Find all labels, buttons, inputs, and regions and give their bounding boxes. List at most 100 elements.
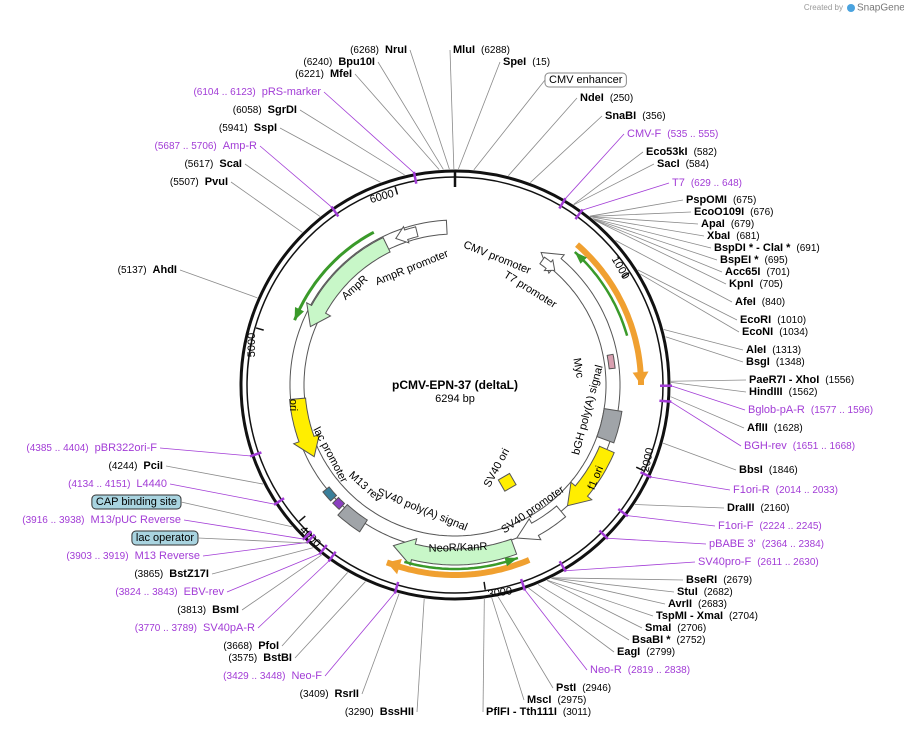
label-name: L4440 xyxy=(136,478,167,490)
site-label: SacI (584) xyxy=(657,158,709,170)
label-name: ScaI xyxy=(219,158,242,170)
site-label: (6268) NruI xyxy=(350,44,407,56)
ampr-primer-line-head xyxy=(294,307,304,321)
label-name: ApaI xyxy=(701,218,725,230)
site-leader xyxy=(279,127,381,183)
site-leader xyxy=(458,61,501,170)
site-leader xyxy=(179,269,258,299)
label-name: Neo-R xyxy=(590,664,622,676)
label-name: SspI xyxy=(254,122,277,134)
primer-leader xyxy=(159,447,252,457)
label-name: BsaBI * xyxy=(632,634,671,646)
primer-leader xyxy=(565,561,696,572)
feature-label: NeoR/KanR xyxy=(428,541,487,555)
site-label: (6240) Bpu10I xyxy=(303,56,375,68)
site-leader xyxy=(552,577,684,581)
sv40-ori-mark xyxy=(497,472,517,492)
label-position: (2706) xyxy=(677,623,706,634)
primer-leader xyxy=(226,553,321,593)
label-name: AvrII xyxy=(668,598,692,610)
label-name: EagI xyxy=(617,646,640,658)
label-position: (1577 .. 1596) xyxy=(811,405,873,416)
site-label: (3290) BssHII xyxy=(345,706,414,718)
feature-label: Myc xyxy=(570,357,585,379)
label-position: (691) xyxy=(796,243,819,254)
site-label: AvrII (2683) xyxy=(668,598,727,610)
primer-site-mark xyxy=(659,399,672,403)
label-position: (5617) xyxy=(184,159,213,170)
site-label: (3409) RsrII xyxy=(300,688,359,700)
label-position: (2799) xyxy=(646,647,675,658)
primer-label: SV40pro-F (2611 .. 2630) xyxy=(698,556,819,568)
site-leader xyxy=(589,199,684,217)
label-position: (1846) xyxy=(769,465,798,476)
label-position: (3429 .. 3448) xyxy=(223,671,285,682)
site-leader xyxy=(537,584,630,641)
label-position: (3903 .. 3919) xyxy=(66,551,128,562)
label-position: (3011) xyxy=(563,707,591,718)
primer-site-mark xyxy=(558,197,567,210)
site-leader xyxy=(449,49,455,170)
site-leader xyxy=(281,572,348,647)
label-name: SpeI xyxy=(503,56,526,68)
site-label: KpnI (705) xyxy=(729,278,783,290)
site-label: (3668) PfoI xyxy=(223,640,279,652)
site-leader xyxy=(637,269,738,321)
site-label: DraIII (2160) xyxy=(727,502,789,514)
primer-label: (4385 .. 4404) pBR322ori-F xyxy=(26,442,157,454)
site-label: PaeR7I - XhoI (1556) xyxy=(749,374,854,386)
primer-label: CMV-F (535 .. 555) xyxy=(627,128,718,140)
label-position: (3409) xyxy=(300,689,329,700)
label-position: (6058) xyxy=(233,105,262,116)
ampr-arrow xyxy=(306,236,391,328)
site-leader xyxy=(482,598,485,713)
site-label: ApaI (679) xyxy=(701,218,754,230)
site-label: AflII (1628) xyxy=(747,422,803,434)
label-position: (5507) xyxy=(170,177,199,188)
primer-label: (3903 .. 3919) M13 Reverse xyxy=(66,550,200,562)
label-position: (2682) xyxy=(704,587,733,598)
site-label: XbaI (681) xyxy=(707,230,760,242)
site-label: (6058) SgrDI xyxy=(233,104,297,116)
label-position: (2704) xyxy=(729,611,758,622)
label-position: (3770 .. 3789) xyxy=(135,623,197,634)
label-name: MfeI xyxy=(330,68,352,80)
label-position: (5941) xyxy=(219,123,248,134)
label-position: (2975) xyxy=(557,695,586,706)
primer-leader xyxy=(183,519,304,540)
label-name: AleI xyxy=(746,344,766,356)
tick-mark xyxy=(394,186,399,195)
label-name: EcoO109I xyxy=(694,206,744,218)
site-label: BseRI (2679) xyxy=(686,574,752,586)
label-name: PvuI xyxy=(205,176,228,188)
primer-site-mark xyxy=(318,544,328,556)
label-name: AhdI xyxy=(153,264,177,276)
orange-bar-right-head xyxy=(632,371,649,385)
tick-label: 2000 xyxy=(639,447,656,473)
site-leader xyxy=(491,597,525,701)
primer-label: (3770 .. 3789) SV40pA-R xyxy=(135,622,255,634)
site-leader xyxy=(573,163,655,206)
site-label: PstI (2946) xyxy=(556,682,611,694)
label-name: NruI xyxy=(385,44,407,56)
ampr-promoter-arrow xyxy=(395,225,419,244)
label-position: (5687 .. 5706) xyxy=(155,141,217,152)
site-leader xyxy=(593,218,718,261)
primer-site-mark xyxy=(302,530,313,541)
label-position: (629 .. 648) xyxy=(691,178,742,189)
label-position: (675) xyxy=(733,195,756,206)
site-leader xyxy=(165,465,264,485)
label-name: Neo-F xyxy=(291,670,322,682)
site-leader xyxy=(497,596,554,689)
label-position: (701) xyxy=(766,267,789,278)
label-position: (1562) xyxy=(789,387,818,398)
sv40-promoter-arrow xyxy=(515,505,567,541)
label-name: PstI xyxy=(556,682,576,694)
label-name: Bpu10I xyxy=(338,56,375,68)
site-label: MscI (2975) xyxy=(527,694,586,706)
site-leader xyxy=(590,216,699,225)
primer-leader xyxy=(607,537,707,545)
feature-box-leader xyxy=(473,79,546,171)
label-name: XbaI xyxy=(707,230,730,242)
label-name: SgrDI xyxy=(268,104,297,116)
